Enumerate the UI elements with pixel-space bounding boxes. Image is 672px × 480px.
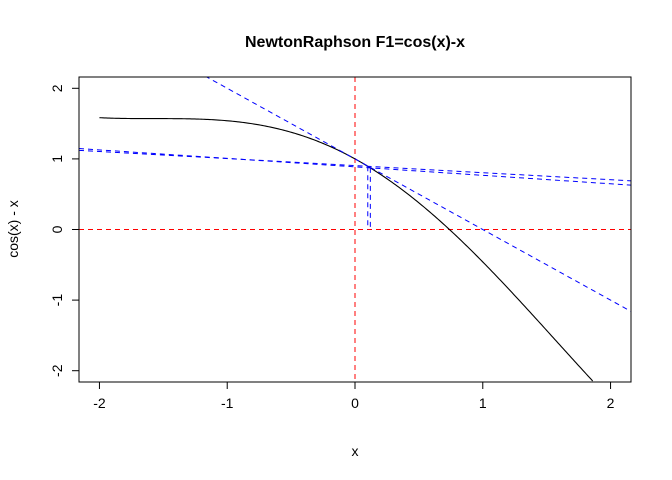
x-tick-label: 2 — [607, 395, 615, 411]
tangent-line-2 — [79, 149, 631, 182]
y-axis-label: cos(x) - x — [5, 200, 21, 258]
y-tick-label: 1 — [49, 155, 65, 163]
y-axis: -2 -1 0 1 2 — [49, 84, 79, 377]
chart-title: NewtonRaphson F1=cos(x)-x — [245, 34, 465, 51]
tangent-line-3 — [79, 148, 631, 186]
y-tick-label: 2 — [49, 84, 65, 92]
y-tick-label: -2 — [49, 364, 65, 377]
x-tick-label: 1 — [479, 395, 487, 411]
x-tick-label: 0 — [351, 395, 359, 411]
tangent-line-1 — [205, 77, 631, 312]
y-tick-label: -1 — [49, 294, 65, 307]
plot-area — [79, 77, 631, 382]
x-tick-label: -2 — [93, 395, 106, 411]
x-axis: -2 -1 0 1 2 — [93, 382, 615, 411]
y-tick-label: 0 — [49, 225, 65, 233]
x-tick-label: -1 — [221, 395, 234, 411]
function-curve — [99, 117, 594, 382]
x-axis-label: x — [352, 443, 359, 459]
